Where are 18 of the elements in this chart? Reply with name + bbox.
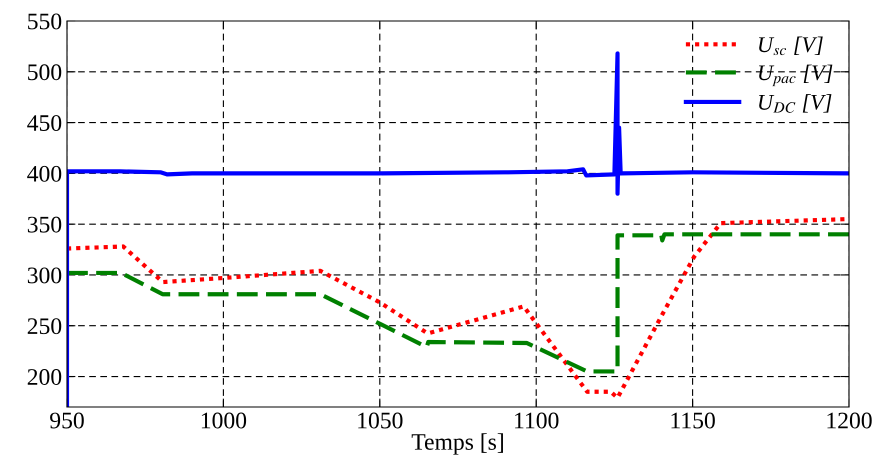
y-tick-label: 200: [28, 369, 62, 385]
x-tick-label: 1050: [358, 412, 403, 428]
x-tick-label: 1000: [202, 412, 246, 428]
x-axis-title: Temps [s]: [412, 433, 503, 455]
y-tick-label: 250: [28, 318, 62, 334]
y-tick-label: 550: [28, 13, 62, 30]
y-tick-label: 300: [28, 267, 62, 284]
x-tick-label: 1100: [515, 412, 558, 428]
y-tick-label: 450: [27, 115, 62, 132]
y-tick-label: 350: [28, 216, 62, 233]
y-tick-label: 500: [28, 64, 62, 80]
x-tick-label: 950: [50, 412, 84, 428]
x-tick-label: 1200: [827, 412, 872, 428]
legend-label: U$_{sc}$ [V]: [759, 36, 823, 56]
legend-label: U$_{DC}$ [V]: [759, 94, 832, 113]
y-tick-label: 400: [27, 166, 62, 182]
line-series: [67, 232, 849, 374]
x-tick-label: 1150: [672, 412, 715, 428]
